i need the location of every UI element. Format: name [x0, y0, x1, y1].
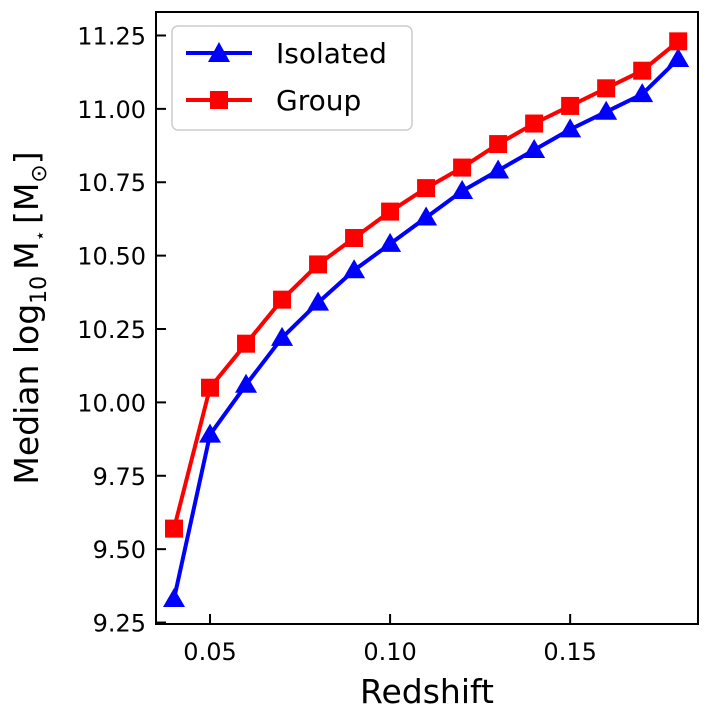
data-point-isolated: [667, 47, 690, 67]
plot-frame: [155, 11, 699, 625]
data-point-group: [201, 378, 220, 397]
data-point-isolated: [163, 588, 186, 608]
data-point-isolated: [559, 118, 582, 138]
series-line-isolated: [172, 57, 680, 600]
data-point-isolated: [451, 180, 474, 200]
data-point-isolated: [595, 100, 618, 120]
data-point-isolated: [379, 232, 402, 252]
data-point-group: [633, 61, 652, 80]
data-point-group: [165, 519, 184, 538]
y-tick-label: 9.50: [93, 536, 146, 564]
y-axis-label-subscript: 10: [27, 276, 52, 304]
data-point-group: [489, 135, 508, 154]
data-point-isolated: [235, 373, 258, 393]
data-point-isolated: [631, 83, 654, 103]
legend: Isolated Group: [171, 25, 413, 131]
y-tick-label: 9.25: [93, 610, 146, 638]
y-tick-label: 10.50: [77, 243, 146, 271]
data-point-group: [597, 79, 616, 98]
y-tick-label: 10.75: [77, 169, 146, 197]
data-point-isolated: [523, 138, 546, 158]
legend-group-label: Group: [276, 84, 361, 117]
y-tick-label: 11.25: [77, 22, 146, 50]
y-tick-label: 9.75: [93, 463, 146, 491]
data-point-isolated: [343, 259, 366, 279]
data-point-group: [237, 334, 256, 353]
y-tick-label: 10.00: [77, 389, 146, 417]
x-axis-ticks: 0.05 0.10 0.15: [183, 614, 597, 666]
x-axis-label: Redshift: [360, 672, 494, 711]
data-point-group: [309, 255, 328, 274]
data-point-group: [525, 114, 544, 133]
x-tick-label: 0.05: [183, 638, 236, 666]
data-point-group: [417, 179, 436, 198]
y-axis-label-star: ⋆: [30, 230, 51, 241]
y-axis-label-mass: M: [7, 241, 46, 269]
data-point-group: [345, 229, 364, 248]
y-axis-label-text: Median log: [7, 304, 46, 485]
legend-isolated-label: Isolated: [276, 37, 387, 70]
data-point-isolated: [271, 326, 294, 346]
y-axis-label-unit-close: ]: [7, 151, 46, 164]
data-point-group: [273, 290, 292, 309]
x-tick-label: 0.15: [543, 638, 596, 666]
data-point-group: [381, 202, 400, 221]
data-point-isolated: [199, 423, 222, 443]
y-tick-label: 11.00: [77, 96, 146, 124]
plot-marks: [163, 32, 690, 608]
data-point-isolated: [415, 206, 438, 226]
legend-isolated-marker: [208, 42, 230, 62]
data-point-group: [561, 96, 580, 115]
y-axis-label-sun-symbol: ⊙: [27, 164, 52, 182]
x-tick-label: 0.10: [363, 638, 416, 666]
data-point-isolated: [487, 159, 510, 179]
y-tick-label: 10.25: [77, 316, 146, 344]
data-point-group: [669, 32, 688, 51]
y-axis-ticks: 9.25 9.50 9.75 10.00 10.25 10.50 10.75 11.00 11.…: [77, 22, 166, 638]
legend-group-marker: [210, 91, 228, 109]
data-point-isolated: [307, 291, 330, 311]
y-axis-label: Median log10 M⋆ [M⊙]: [7, 151, 52, 484]
y-axis-label-unit-open: [M: [7, 183, 46, 224]
data-point-group: [453, 158, 472, 177]
